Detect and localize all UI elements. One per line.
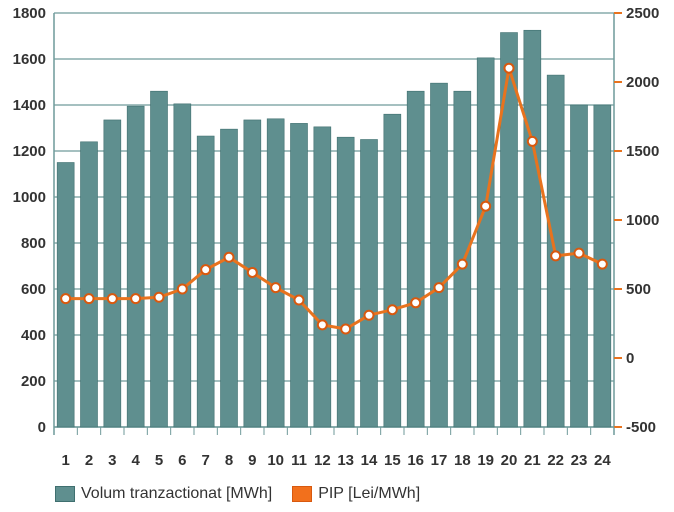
x-tick-label: 6 — [178, 452, 186, 469]
bar — [196, 135, 215, 428]
x-tick-label: 24 — [594, 452, 611, 469]
x-tick-label: 2 — [85, 452, 93, 469]
x-tick-label: 8 — [225, 452, 233, 469]
bar — [126, 105, 145, 428]
bar — [173, 103, 192, 428]
y-left-tick-label: 1200 — [13, 143, 46, 160]
x-tick-label: 9 — [248, 452, 256, 469]
pip-point — [270, 282, 282, 294]
x-tick-label: 7 — [201, 452, 209, 469]
tick-labels: 0 200 400 600 800 1000 1200 1400 1600 1800 -500 0 50… — [13, 5, 660, 469]
axes — [53, 12, 622, 435]
bar — [220, 128, 238, 428]
x-tick-label: 18 — [454, 452, 471, 469]
pip-point — [246, 266, 258, 278]
legend-swatch-pip — [292, 486, 313, 502]
bar — [523, 29, 542, 428]
y-left-tick-label: 400 — [21, 327, 46, 344]
y-left-tick-label: 1600 — [13, 51, 46, 68]
x-tick-label: 21 — [524, 452, 541, 469]
y-right-tick-label: 1000 — [626, 212, 659, 229]
x-tick-label: 16 — [407, 452, 424, 469]
x-tick-label: 13 — [337, 452, 354, 469]
pip-point — [596, 258, 608, 270]
pip-point — [433, 282, 445, 294]
x-tick-label: 3 — [108, 452, 116, 469]
gridlines — [54, 12, 614, 428]
legend-item-volume[interactable]: Volum tranzactionat [MWh] — [55, 485, 272, 503]
y-left-tick-label: 1000 — [13, 189, 46, 206]
legend-item-pip[interactable]: PIP [Lei/MWh] — [292, 485, 420, 503]
y-right-tick-label: 2500 — [626, 5, 659, 22]
y-right-tick-label: 500 — [626, 281, 651, 298]
bar — [430, 82, 448, 428]
bar — [103, 119, 122, 428]
bar — [150, 90, 168, 428]
pip-point — [410, 297, 422, 309]
pip-point — [106, 293, 118, 305]
pip-point — [293, 294, 305, 306]
x-tick-label: 1 — [61, 452, 69, 469]
y-left-tick-label: 1400 — [13, 97, 46, 114]
x-tick-label: 14 — [361, 452, 378, 469]
bar — [80, 141, 98, 428]
bar — [313, 126, 332, 428]
y-right-tick-label: 2000 — [626, 74, 659, 91]
x-tick-label: 5 — [155, 452, 163, 469]
y-left-tick-label: 800 — [21, 235, 46, 252]
y-right-tick-label: 0 — [626, 350, 634, 367]
bar — [383, 113, 402, 428]
y-right-tick-label: -500 — [626, 419, 656, 436]
pip-point — [60, 293, 72, 305]
pip-point — [526, 135, 538, 147]
pip-point — [480, 200, 492, 212]
y-left-tick-label: 200 — [21, 373, 46, 390]
x-tick-label: 4 — [131, 452, 140, 469]
legend-swatch-volume — [55, 486, 75, 502]
bar — [406, 90, 425, 428]
x-tick-label: 11 — [291, 452, 307, 469]
bar — [290, 123, 308, 428]
bar — [336, 136, 355, 428]
x-tick-label: 15 — [384, 452, 401, 469]
pip-point — [363, 309, 375, 321]
legend-label-volume: Volum tranzactionat [MWh] — [81, 485, 273, 502]
bar — [476, 57, 495, 428]
line-series — [60, 62, 608, 335]
bar-series — [56, 29, 612, 428]
pip-point — [223, 251, 235, 263]
y-right-tick-label: 1500 — [626, 143, 659, 160]
pip-point — [83, 293, 95, 305]
y-left-tick-label: 0 — [38, 419, 46, 436]
y-left-tick-label: 600 — [21, 281, 46, 298]
pip-point — [153, 291, 165, 303]
legend-label-pip: PIP [Lei/MWh] — [318, 485, 421, 502]
y-left-tick-label: 1800 — [13, 5, 46, 22]
bar — [360, 139, 378, 428]
pip-point — [573, 247, 585, 259]
bar — [266, 118, 285, 428]
pip-point — [176, 283, 188, 295]
x-tick-label: 17 — [431, 452, 448, 469]
chart: 0 200 400 600 800 1000 1200 1400 1600 1800 -500 0 50… — [13, 5, 660, 469]
bar — [500, 32, 518, 428]
pip-point — [200, 264, 212, 276]
pip-point — [340, 323, 352, 335]
pip-point — [456, 258, 468, 270]
pip-point — [503, 62, 515, 74]
x-tick-label: 23 — [571, 452, 588, 469]
x-tick-label: 12 — [314, 452, 331, 469]
x-tick-label: 10 — [267, 452, 284, 469]
pip-point — [550, 250, 562, 262]
x-tick-label: 20 — [501, 452, 518, 469]
pip-line — [65, 66, 603, 331]
pip-point — [130, 293, 142, 305]
bar — [570, 104, 588, 428]
pip-point — [386, 304, 398, 316]
x-tick-label: 19 — [477, 452, 494, 469]
legend: Volum tranzactionat [MWh] PIP [Lei/MWh] — [55, 485, 440, 503]
x-tick-label: 22 — [547, 452, 564, 469]
pip-point — [316, 319, 328, 331]
